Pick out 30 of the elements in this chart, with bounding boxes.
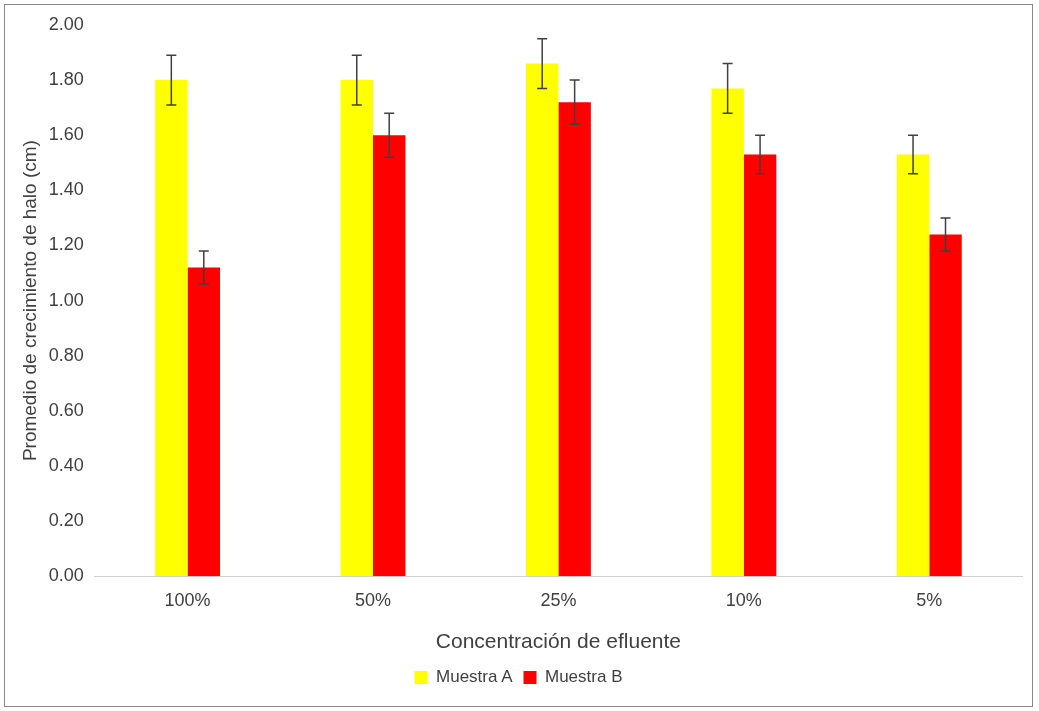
bar — [929, 234, 962, 577]
legend-label: Muestra A — [436, 667, 514, 687]
x-tick-label: 25% — [540, 589, 577, 610]
bar — [340, 80, 373, 577]
bar — [155, 80, 188, 577]
bar — [711, 88, 744, 577]
x-tick-label: 5% — [916, 589, 943, 610]
y-tick-label: 1.60 — [48, 124, 84, 145]
y-tick-label: 1.80 — [48, 69, 84, 90]
y-tick-label: 0.20 — [48, 510, 84, 531]
y-tick-label: 1.40 — [48, 179, 84, 200]
y-tick-label: 0.40 — [48, 454, 84, 475]
bar — [558, 102, 591, 577]
x-tick-label: 50% — [354, 589, 391, 610]
bar — [525, 63, 559, 577]
x-tick-label: 10% — [725, 589, 762, 610]
y-tick-label: 0.80 — [48, 344, 84, 365]
y-tick-label: 0.60 — [48, 399, 84, 420]
y-tick-label: 1.20 — [48, 234, 84, 255]
y-tick-label: 0.00 — [48, 565, 84, 586]
y-axis-title: Promedio de crecimiento de halo (cm) — [18, 140, 40, 462]
bar — [896, 154, 930, 577]
y-tick-label: 1.00 — [48, 289, 84, 310]
bar — [187, 267, 220, 577]
bar — [743, 154, 777, 577]
x-tick-label: 100% — [164, 589, 211, 610]
legend-label: Muestra B — [545, 667, 623, 687]
y-tick-label: 2.00 — [48, 13, 84, 34]
bar — [372, 135, 406, 577]
x-axis-title: Concentración de efluente — [435, 629, 681, 653]
